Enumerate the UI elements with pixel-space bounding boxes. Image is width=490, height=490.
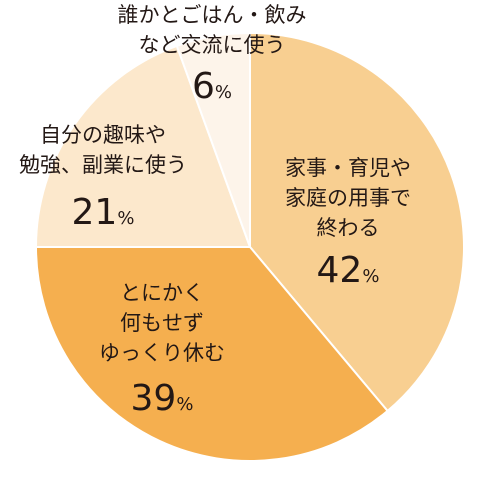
slice-value-label: 21% — [72, 192, 135, 233]
slice-value-label: 42% — [317, 250, 380, 291]
slice-label-line: とにかく — [120, 281, 204, 305]
slice-label-line: 自分の趣味や — [40, 123, 166, 147]
pie-slice-1 — [34, 246, 389, 462]
slice-label-line: 誰かとごはん・飲み — [118, 3, 307, 27]
slice-label-line: など交流に使う — [139, 33, 286, 57]
pie-slice-0 — [249, 31, 465, 413]
slice-label-line: 終わる — [317, 216, 380, 240]
pie-slice-2 — [34, 44, 252, 248]
pie-slice-3 — [175, 31, 251, 248]
slice-value-label: 39% — [131, 378, 194, 419]
slice-label-line: ゆっくり休む — [99, 341, 225, 365]
pie-slices — [34, 31, 465, 462]
slice-label-line: 何もせず — [120, 311, 204, 335]
slice-label-line: 家庭の用事で — [285, 186, 411, 210]
slice-value-label: 6% — [192, 66, 232, 107]
slice-label-line: 勉強、副業に使う — [19, 153, 187, 177]
slice-label-line: 家事・育児や — [285, 156, 411, 180]
